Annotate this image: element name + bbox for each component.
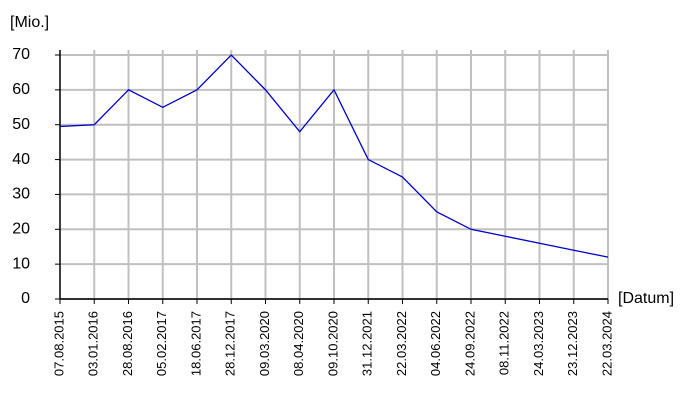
y-tick-label: 0 xyxy=(21,290,30,307)
x-tick-label: 03.01.2016 xyxy=(86,311,101,376)
y-axis-label: [Mio.] xyxy=(10,14,49,31)
y-tick-label: 70 xyxy=(12,46,30,63)
x-tick-label: 28.12.2017 xyxy=(223,311,238,376)
y-tick-label: 40 xyxy=(12,151,30,168)
x-tick-label: 23.12.2023 xyxy=(565,311,580,376)
x-tick-label: 04.06.2022 xyxy=(428,311,443,376)
x-tick-label: 18.06.2017 xyxy=(188,311,203,376)
y-tick-label: 60 xyxy=(12,81,30,98)
x-tick-label: 07.08.2015 xyxy=(51,311,66,376)
y-tick-label: 20 xyxy=(12,221,30,238)
x-tick-label: 28.08.2016 xyxy=(120,311,135,376)
data-line xyxy=(59,54,609,258)
x-tick-label: 08.04.2020 xyxy=(291,311,306,376)
x-tick-label: 22.03.2022 xyxy=(394,311,409,376)
x-tick-label: 09.10.2020 xyxy=(325,311,340,376)
x-tick-label: 05.02.2017 xyxy=(154,311,169,376)
y-tick-label: 50 xyxy=(12,116,30,133)
y-tick-label: 30 xyxy=(12,186,30,203)
x-tick-label: 24.03.2023 xyxy=(531,311,546,376)
x-tick-label: 31.12.2021 xyxy=(360,311,375,376)
x-tick-label: 22.03.2024 xyxy=(599,311,614,376)
x-tick-label: 09.03.2020 xyxy=(257,311,272,376)
x-axis-label: [Datum] xyxy=(618,290,674,307)
x-tick-label: 24.09.2022 xyxy=(462,311,477,376)
x-tick-label: 08.11.2022 xyxy=(497,311,512,375)
y-tick-label: 10 xyxy=(12,255,30,272)
